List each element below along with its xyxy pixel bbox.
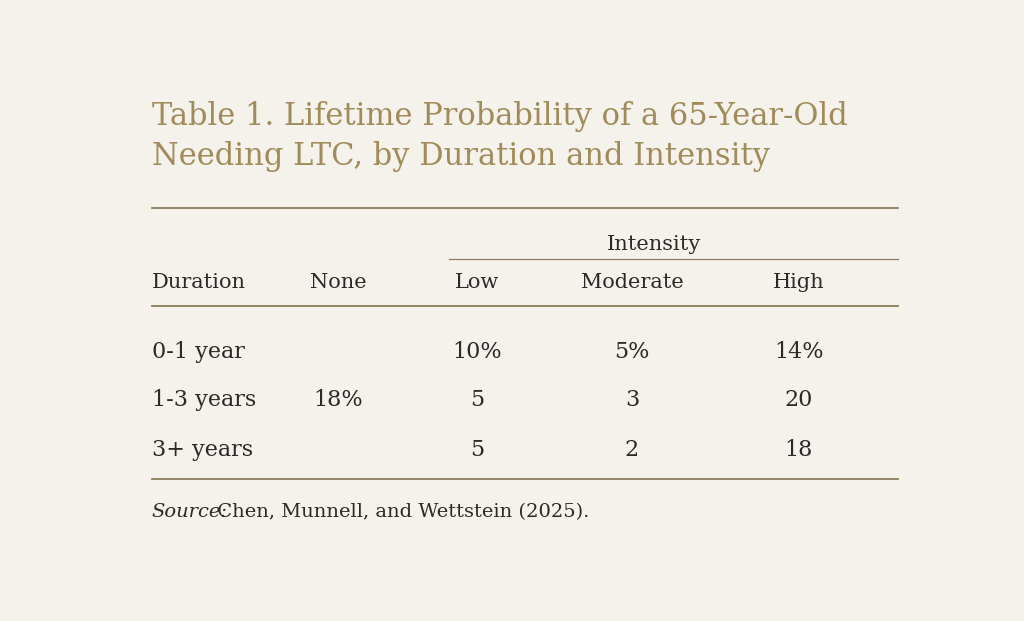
Text: Low: Low [455, 273, 500, 292]
Text: Duration: Duration [152, 273, 246, 292]
Text: 5: 5 [470, 439, 484, 461]
Text: None: None [310, 273, 367, 292]
Text: 10%: 10% [453, 341, 502, 363]
Text: Source:: Source: [152, 503, 227, 521]
Text: 3: 3 [625, 389, 639, 410]
Text: 18%: 18% [313, 389, 364, 410]
Text: 2: 2 [625, 439, 639, 461]
Text: 3+ years: 3+ years [152, 439, 253, 461]
Text: 20: 20 [784, 389, 813, 410]
Text: Needing LTC, by Duration and Intensity: Needing LTC, by Duration and Intensity [152, 142, 770, 173]
Text: 5%: 5% [614, 341, 649, 363]
Text: Intensity: Intensity [606, 235, 701, 254]
Text: 14%: 14% [774, 341, 823, 363]
Text: 0-1 year: 0-1 year [152, 341, 245, 363]
Text: High: High [773, 273, 824, 292]
Text: 1-3 years: 1-3 years [152, 389, 256, 410]
Text: 18: 18 [784, 439, 813, 461]
Text: 5: 5 [470, 389, 484, 410]
Text: Chen, Munnell, and Wettstein (2025).: Chen, Munnell, and Wettstein (2025). [211, 503, 590, 521]
Text: Moderate: Moderate [581, 273, 683, 292]
Text: Table 1. Lifetime Probability of a 65-Year-Old: Table 1. Lifetime Probability of a 65-Ye… [152, 101, 848, 132]
